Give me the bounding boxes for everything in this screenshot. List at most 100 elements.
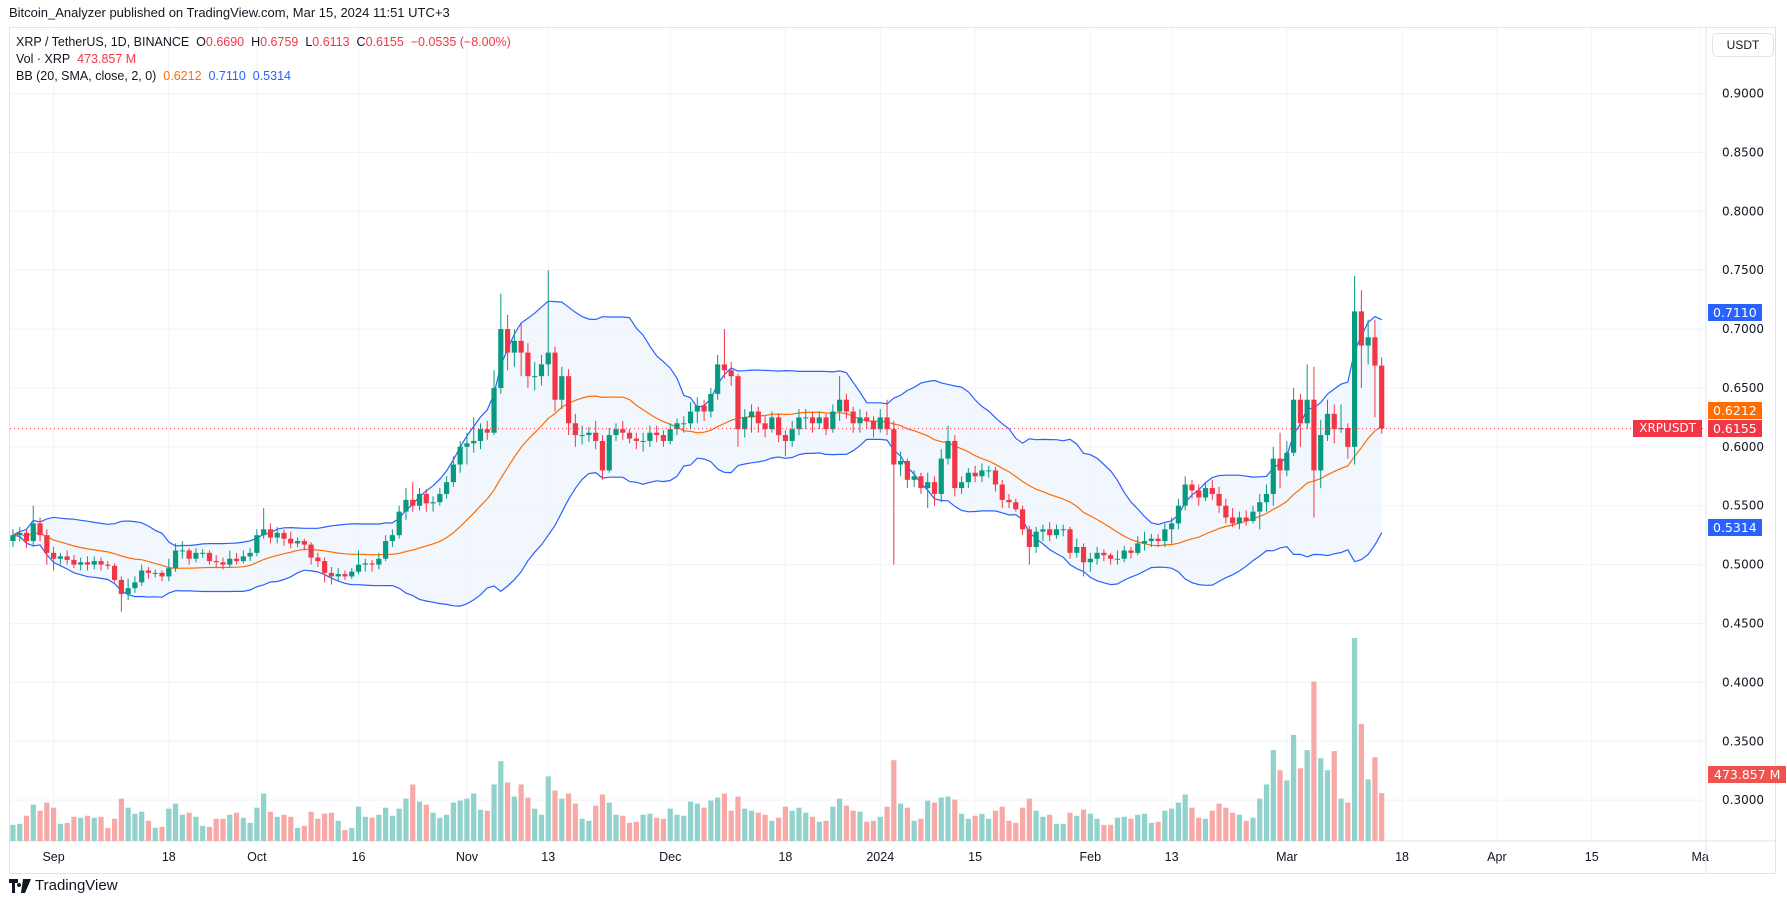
candle-body — [498, 329, 504, 388]
candle-body — [620, 429, 626, 433]
time-tick-label: Dec — [659, 850, 681, 864]
volume-bar — [1040, 816, 1046, 841]
volume-bar — [51, 807, 57, 841]
price-tick-label: 0.7500 — [1722, 263, 1764, 277]
candle-body — [200, 552, 206, 554]
volume-bar — [308, 811, 314, 841]
legend-symbol[interactable]: XRP / TetherUS, 1D, BINANCE — [16, 35, 190, 49]
volume-bar — [105, 827, 111, 841]
candle-body — [776, 417, 782, 436]
volume-bar — [322, 813, 328, 841]
candle-body — [857, 417, 863, 424]
candle-body — [721, 364, 728, 371]
price-tick-label: 0.5000 — [1722, 558, 1764, 572]
candle-body — [145, 570, 152, 573]
volume-bar — [1047, 814, 1053, 841]
tradingview-logo[interactable]: TradingView — [9, 877, 118, 894]
volume-bar — [626, 822, 633, 841]
candle-body — [1148, 538, 1154, 542]
volume-bar — [599, 794, 606, 841]
candle-body — [1284, 452, 1290, 471]
time-tick-label: Sep — [42, 850, 64, 864]
candle-body — [132, 582, 138, 589]
candle-body — [1358, 311, 1364, 346]
candle-body — [715, 364, 721, 394]
candle-body — [1087, 558, 1093, 563]
volume-bar — [335, 820, 341, 841]
volume-bar — [1202, 818, 1209, 841]
volume-bar — [803, 812, 809, 841]
candle-body — [1216, 493, 1222, 506]
candle-body — [491, 387, 497, 433]
volume-bar — [525, 797, 531, 841]
candle-body — [247, 552, 253, 557]
volume-bar — [972, 815, 978, 841]
candle-body — [457, 446, 463, 465]
candle-body — [172, 550, 179, 569]
volume-bar — [687, 801, 694, 841]
candle-body — [606, 435, 612, 471]
volume-bar — [145, 820, 152, 841]
volume-bar — [1087, 813, 1093, 841]
bb-label[interactable]: BB (20, SMA, close, 2, 0) — [16, 69, 157, 83]
open-label: O — [196, 35, 206, 49]
volume-bar — [1169, 808, 1175, 841]
candle-body — [437, 493, 443, 503]
candle-body — [369, 563, 375, 565]
candle-body — [23, 532, 30, 542]
volume-bar — [511, 796, 517, 841]
volume-bar — [1094, 818, 1100, 841]
candle-body — [294, 541, 301, 544]
candle-body — [1047, 529, 1053, 536]
candle-body — [1141, 541, 1148, 544]
candle-body — [389, 535, 395, 542]
volume-bar — [139, 811, 145, 841]
volume-bar — [288, 816, 294, 841]
candle-body — [755, 411, 761, 424]
candle-body — [918, 476, 924, 489]
candle-body — [10, 535, 16, 542]
candle-body — [1236, 517, 1242, 524]
volume-bar — [728, 810, 734, 841]
currency-unit-button[interactable]: USDT — [1712, 33, 1774, 57]
volume-bar — [261, 793, 267, 841]
volume-bar — [965, 818, 971, 841]
symbol-price-label: XRPUSDT — [1633, 420, 1702, 437]
volume-bar — [274, 816, 280, 841]
volume-bar — [748, 810, 755, 841]
volume-bar — [850, 810, 856, 841]
candle-body — [193, 552, 199, 559]
time-tick-label: 15 — [1585, 850, 1599, 864]
volume-bar — [1121, 816, 1127, 841]
candle-body — [274, 532, 280, 538]
volume-bar — [1263, 784, 1270, 841]
last-price-tag: 0.6155 — [1708, 420, 1762, 437]
candle-body — [1155, 538, 1161, 542]
volume-bar — [30, 804, 36, 841]
volume-bar — [1080, 809, 1087, 841]
candle-body — [843, 399, 849, 412]
volume-bar — [518, 784, 524, 841]
time-tick-label: Nov — [456, 850, 479, 864]
volume-bar — [857, 811, 863, 841]
candle-body — [430, 502, 436, 504]
candle-body — [57, 556, 63, 559]
legend-symbol-row: XRP / TetherUS, 1D, BINANCE O0.6690 H0.6… — [16, 34, 511, 51]
bb-fill — [12, 301, 1382, 607]
volume-bar — [721, 793, 728, 841]
volume-bar — [708, 800, 714, 841]
volume-bar — [1148, 822, 1154, 841]
candle-body — [355, 564, 362, 572]
change-value: −0.0535 (−8.00%) — [410, 35, 511, 49]
volume-bar — [1270, 750, 1276, 841]
high-value: 0.6759 — [260, 35, 299, 49]
volume-bar — [877, 816, 883, 841]
candle-body — [1040, 529, 1046, 532]
candle-body — [1162, 529, 1168, 542]
volume-bar — [213, 818, 219, 841]
candle-body — [125, 588, 131, 595]
candle-body — [1169, 523, 1175, 530]
volume-label[interactable]: Vol · XRP — [16, 52, 71, 66]
volume-bar — [504, 782, 511, 841]
